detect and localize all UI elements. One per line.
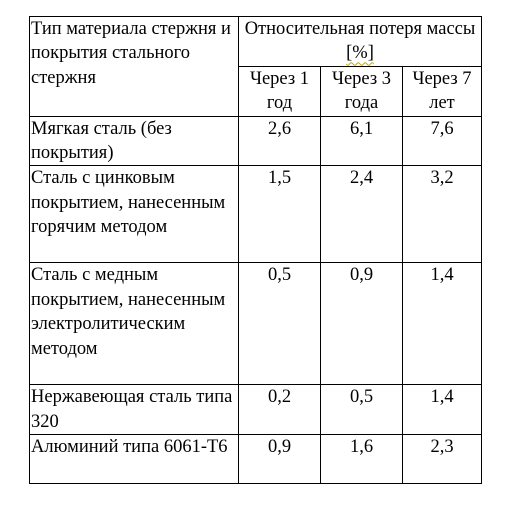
header-material-cell: Тип материала стержня и покрытия стально… — [29, 16, 239, 117]
header-year-7: Через 7 лет — [402, 65, 482, 117]
material-cell: Нержавеющая сталь типа 320 — [29, 384, 239, 436]
header-mass-loss-cell: Относительная потеря массы [%] — [238, 16, 482, 67]
table-header-years-row: Через 1 год Через 3 года Через 7 лет — [30, 65, 482, 117]
value-cell: 1,6 — [320, 434, 403, 485]
material-cell: Алюминий типа 6061-Т6 — [29, 434, 239, 485]
value-cell: 1,5 — [238, 165, 321, 264]
material-cell: Сталь с медным покрытием, нанесенным эле… — [29, 262, 239, 386]
table-row: Алюминий типа 6061-Т6 0,9 1,6 2,3 — [29, 434, 482, 485]
material-cell: Сталь с цинковым покрытием, нанесенным г… — [29, 165, 239, 264]
mass-loss-table: Тип материала стержня и покрытия стально… — [29, 16, 482, 485]
header-mass-loss-unit: [%] — [346, 43, 374, 64]
table-row: Нержавеющая сталь типа 320 0,2 0,5 1,4 — [29, 384, 482, 436]
table-row: Сталь с медным покрытием, нанесенным эле… — [29, 262, 482, 386]
table-row: Сталь с цинковым покрытием, нанесенным г… — [29, 165, 482, 264]
table-row: Мягкая сталь (без покрытия) 2,6 6,1 7,6 — [29, 115, 482, 167]
material-cell: Мягкая сталь (без покрытия) — [29, 115, 239, 167]
header-year-1: Через 1 год — [238, 65, 321, 117]
value-cell: 2,3 — [402, 434, 482, 485]
value-cell: 2,6 — [238, 115, 321, 167]
header-year-3: Через 3 года — [320, 65, 403, 117]
value-cell: 6,1 — [320, 115, 403, 167]
value-cell: 0,5 — [238, 262, 321, 386]
table-header-row: Тип материала стержня и покрытия стально… — [29, 16, 482, 117]
value-cell: 0,5 — [320, 384, 403, 436]
value-cell: 0,9 — [238, 434, 321, 485]
value-cell: 0,9 — [320, 262, 403, 386]
header-mass-loss-prefix: Относительная потеря массы — [244, 19, 476, 39]
value-cell: 0,2 — [238, 384, 321, 436]
value-cell: 2,4 — [320, 165, 403, 264]
value-cell: 1,4 — [402, 384, 482, 436]
value-cell: 7,6 — [402, 115, 482, 167]
value-cell: 1,4 — [402, 262, 482, 386]
value-cell: 3,2 — [402, 165, 482, 264]
